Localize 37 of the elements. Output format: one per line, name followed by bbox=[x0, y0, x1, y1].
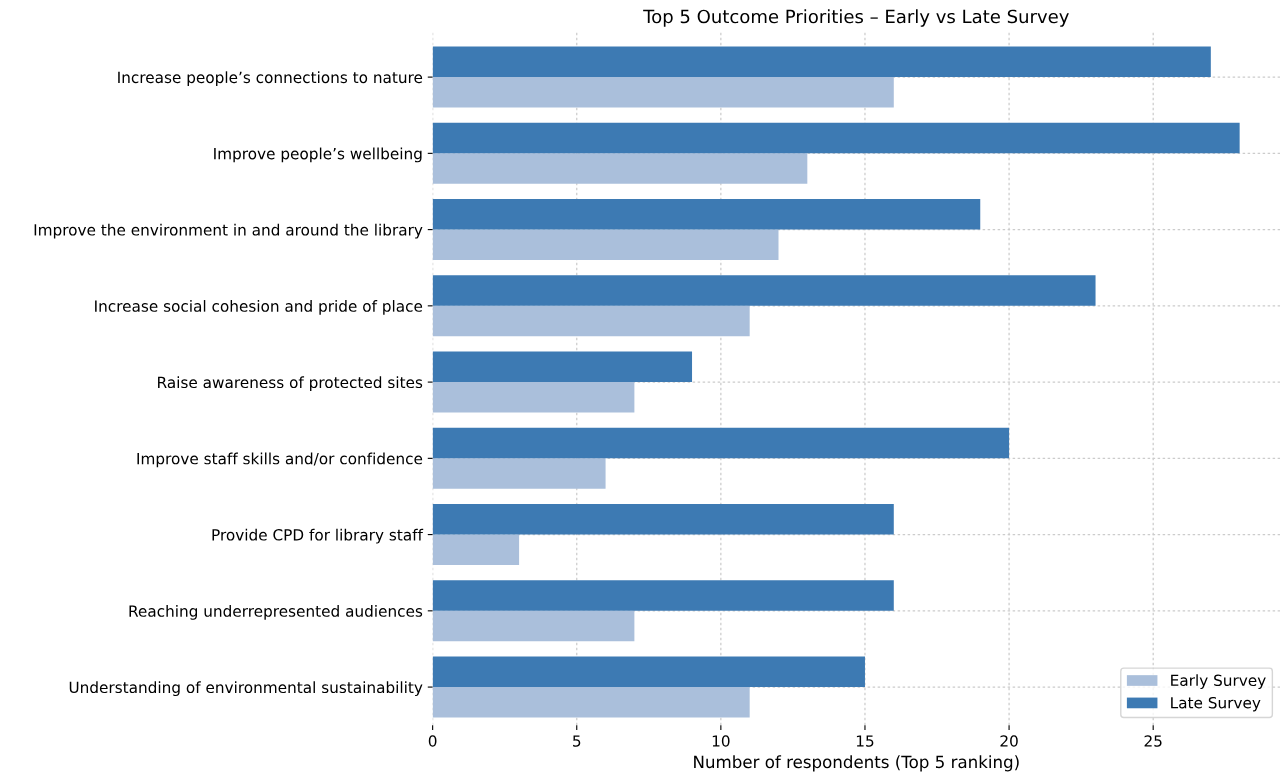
bar bbox=[432, 275, 1096, 306]
x-tick-label: 5 bbox=[573, 735, 581, 747]
bar bbox=[432, 229, 779, 261]
bar bbox=[432, 77, 894, 108]
y-tick-label: Understanding of environmental sustainability bbox=[69, 681, 423, 697]
y-tick-label: Improve the environment in and around the library bbox=[34, 223, 423, 239]
bar bbox=[432, 427, 1010, 459]
bar bbox=[432, 351, 693, 383]
x-tick-label: 0 bbox=[428, 735, 437, 747]
legend-label: Late Survey bbox=[1171, 696, 1261, 712]
y-tick-label: Reaching underrepresented audiences bbox=[129, 605, 423, 620]
bar bbox=[432, 656, 865, 688]
chart-title: Top 5 Outcome Priorities – Early vs Late Survey bbox=[643, 9, 1069, 27]
y-tick-label: Raise awareness of protected sites bbox=[158, 376, 423, 392]
y-tick-label: Improve people’s wellbeing bbox=[214, 147, 422, 163]
x-axis-title: Number of respondents (Top 5 ranking) bbox=[694, 755, 1019, 772]
x-tick-label: 25 bbox=[1144, 735, 1162, 747]
x-tick-label: 10 bbox=[712, 735, 730, 747]
y-tick-label: Increase people’s connections to nature bbox=[118, 71, 423, 87]
bar bbox=[432, 199, 981, 230]
bar bbox=[432, 504, 894, 535]
legend-label: Early Survey bbox=[1171, 674, 1266, 690]
bar bbox=[432, 46, 1211, 78]
bar bbox=[432, 534, 520, 566]
bar bbox=[432, 153, 808, 184]
x-tick-label: 15 bbox=[856, 735, 874, 747]
bar bbox=[432, 610, 635, 642]
bar bbox=[432, 458, 606, 489]
bar bbox=[432, 687, 750, 718]
bar bbox=[432, 580, 894, 611]
bar bbox=[432, 305, 750, 337]
x-tick-label: 20 bbox=[1000, 735, 1018, 747]
y-tick-label: Provide CPD for library staff bbox=[212, 528, 424, 544]
bar bbox=[432, 122, 1240, 154]
y-tick-label: Increase social cohesion and pride of place bbox=[95, 300, 423, 315]
bar bbox=[432, 382, 635, 413]
y-tick-label: Improve staff skills and/or confidence bbox=[137, 452, 423, 468]
